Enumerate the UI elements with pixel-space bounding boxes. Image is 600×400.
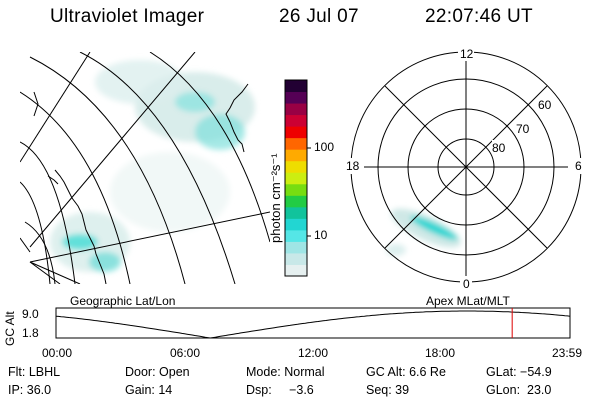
colorbar-swatch <box>285 172 307 185</box>
timeline-xtick-0000: 00:00 <box>42 346 73 360</box>
info-gain: Gain: 14 <box>125 383 173 397</box>
timeline-axis-label: GC Alt <box>3 311 17 346</box>
timeline-xtick-2359: 23:59 <box>552 346 583 360</box>
timeline-ytick-min: 1.8 <box>22 326 39 340</box>
coastline <box>33 83 249 284</box>
colorbar-swatch <box>285 126 307 139</box>
mlt-label-18: 18 <box>346 159 360 173</box>
info-flt: Flt: LBHL <box>8 365 61 379</box>
date-label: 26 Jul 07 <box>279 6 359 27</box>
info-dsp: Dsp: −3.6 <box>246 383 314 397</box>
colorbar-swatch <box>285 80 307 93</box>
colorbar-swatch <box>285 264 307 277</box>
colorbar-tick-100: 100 <box>314 140 335 154</box>
info-glat: GLat: −54.9 <box>486 365 552 379</box>
orbit-altitude-timeline <box>55 307 571 339</box>
polar-mlat-mlt-panel <box>344 48 584 290</box>
colorbar-swatch <box>285 103 307 116</box>
mlat-label-80: 80 <box>492 141 506 155</box>
timeline-xtick-0600: 06:00 <box>170 346 201 360</box>
mlat-label-60: 60 <box>538 98 552 112</box>
timeline-ytick-max: 9.0 <box>22 307 39 321</box>
mlt-label-6: 6 <box>575 159 582 173</box>
colorbar-swatch <box>285 241 307 254</box>
mlat-label-70: 70 <box>516 122 530 136</box>
colorbar-tick-10: 10 <box>314 228 328 242</box>
time-label: 22:07:46 UT <box>425 6 533 27</box>
colorbar-swatch <box>285 137 307 150</box>
info-mode: Mode: Normal <box>246 365 325 379</box>
polar-aurora <box>386 208 461 256</box>
altitude-curve <box>55 310 571 339</box>
longitude-lines <box>20 52 270 284</box>
colorbar-swatch <box>285 195 307 208</box>
colorbar-swatch <box>285 183 307 196</box>
timeline-xtick-1200: 12:00 <box>298 346 329 360</box>
info-ip: IP: 36.0 <box>8 383 52 397</box>
polar-panel-label: Apex MLat/MLT <box>426 294 510 308</box>
colorbar-swatch <box>285 114 307 127</box>
color-scale-bar <box>284 79 311 277</box>
mlt-label-0: 0 <box>463 277 470 291</box>
colorbar-unit-label: photon cm⁻²s⁻¹ <box>268 153 283 243</box>
info-door: Door: Open <box>125 365 190 379</box>
aurora-emission <box>50 60 255 272</box>
colorbar-swatch <box>285 206 307 219</box>
colorbar-swatch <box>285 229 307 242</box>
colorbar-swatch <box>285 252 307 265</box>
colorbar-swatch <box>285 149 307 162</box>
info-gc-alt: GC Alt: 6.6 Re <box>366 365 446 379</box>
app-title: Ultraviolet Imager <box>50 6 205 27</box>
mlt-label-12: 12 <box>460 47 474 61</box>
geo-panel-label: Geographic Lat/Lon <box>70 294 176 308</box>
info-glon: GLon: 23.0 <box>486 383 552 397</box>
timeline-xtick-1800: 18:00 <box>425 346 456 360</box>
colorbar-swatch <box>285 91 307 104</box>
info-seq: Seq: 39 <box>366 383 410 397</box>
colorbar-swatch <box>285 218 307 231</box>
colorbar-swatch <box>285 160 307 173</box>
geographic-image-panel <box>20 52 270 284</box>
